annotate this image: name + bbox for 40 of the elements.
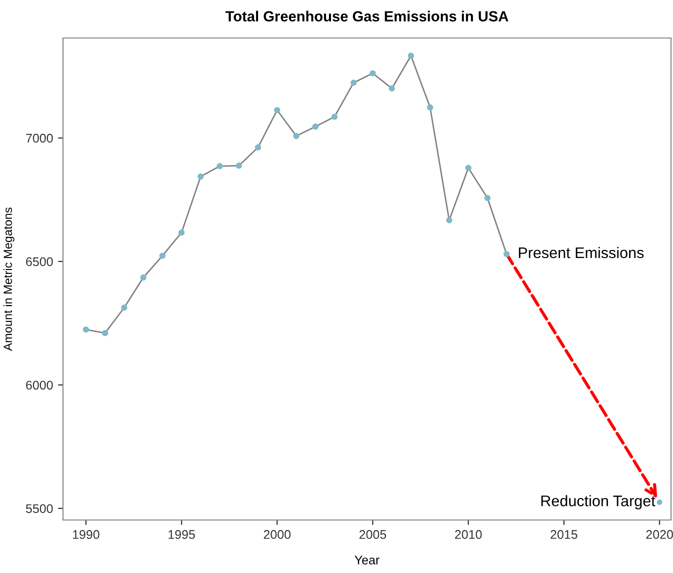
point bbox=[102, 330, 108, 336]
point bbox=[312, 124, 318, 130]
point bbox=[446, 217, 452, 224]
point bbox=[503, 250, 510, 258]
point bbox=[388, 85, 395, 92]
x-tick-label: 2015 bbox=[550, 530, 578, 539]
point bbox=[293, 132, 300, 140]
point bbox=[465, 164, 472, 171]
point bbox=[331, 114, 338, 120]
y-tick-label: 7000 bbox=[26, 134, 53, 143]
x-tick-label: 2005 bbox=[359, 530, 386, 539]
x-tick-label: 2020 bbox=[646, 530, 673, 539]
point bbox=[274, 107, 280, 114]
annotation: Reduction Target bbox=[541, 495, 656, 510]
x-tick-label: 2010 bbox=[455, 530, 482, 539]
x-tick-label: 1995 bbox=[168, 530, 195, 539]
point bbox=[350, 80, 357, 86]
point bbox=[484, 194, 491, 202]
y-tick-label: 6000 bbox=[26, 380, 53, 390]
point bbox=[408, 52, 414, 59]
x-tick-label: 2000 bbox=[264, 530, 291, 539]
y-tick-label: 5500 bbox=[26, 504, 53, 514]
point bbox=[198, 173, 204, 180]
point bbox=[236, 162, 242, 169]
point bbox=[216, 163, 223, 170]
point bbox=[370, 70, 376, 76]
x-tick-label: 1990 bbox=[72, 530, 100, 539]
point bbox=[82, 326, 90, 333]
y-tick-label: 6500 bbox=[26, 257, 53, 266]
point bbox=[254, 144, 262, 150]
x-axis-title: Year bbox=[354, 556, 380, 564]
y-axis-title: Amount in Metric Megatons bbox=[3, 208, 14, 351]
point bbox=[178, 229, 185, 236]
chart-title: Total Greenhouse Gas Emissions in USA bbox=[225, 10, 508, 22]
point bbox=[159, 252, 166, 259]
point bbox=[121, 304, 128, 311]
annotation: Present Emissions bbox=[518, 246, 644, 258]
point bbox=[426, 104, 434, 110]
point bbox=[140, 274, 146, 281]
point bbox=[656, 499, 662, 505]
